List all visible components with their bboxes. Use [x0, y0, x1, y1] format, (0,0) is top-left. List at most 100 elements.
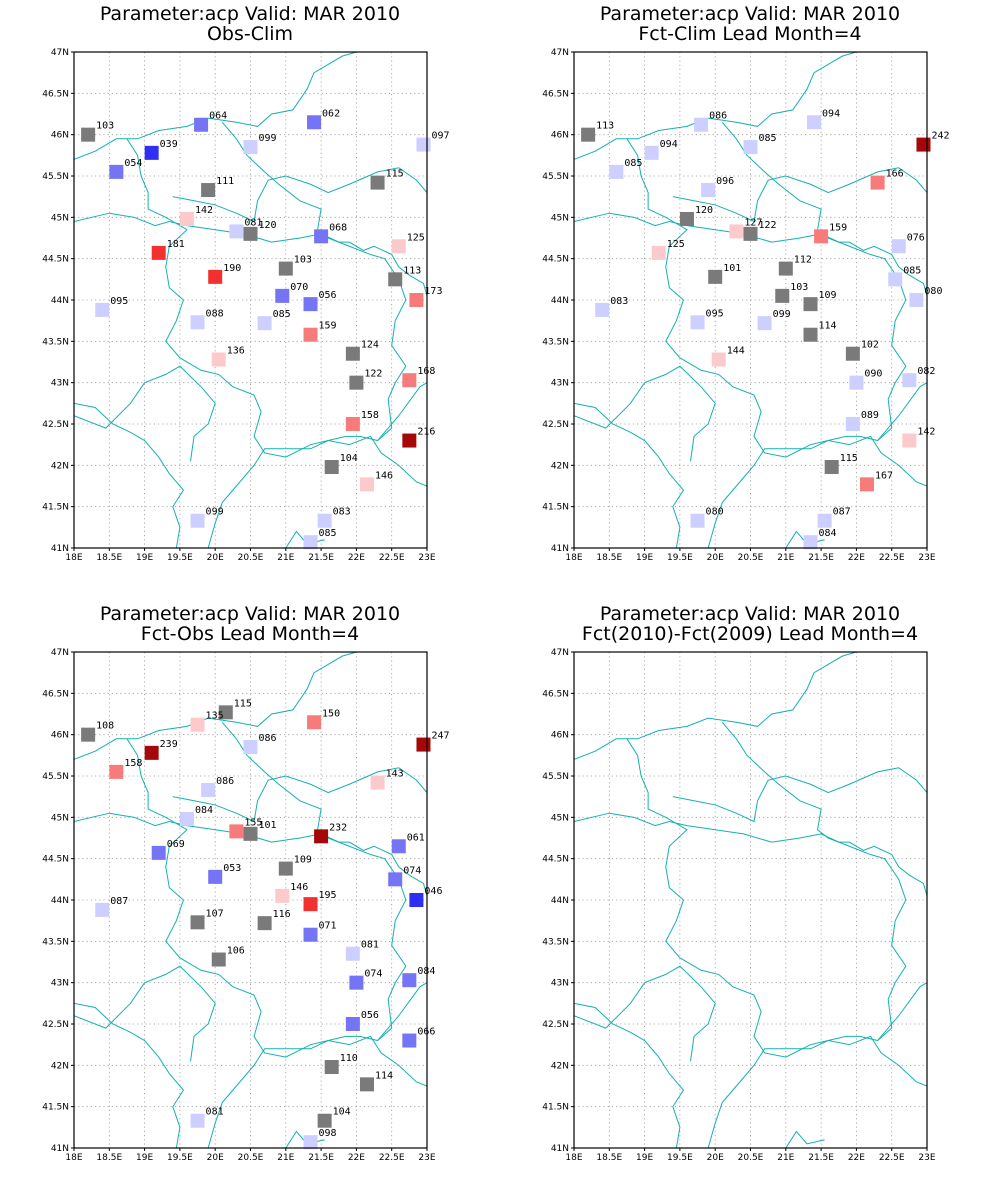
- y-tick-label: 42N: [551, 461, 569, 471]
- coastline: [74, 812, 427, 897]
- station-marker: [359, 1077, 374, 1092]
- station-value-label: 081: [244, 217, 262, 228]
- x-tick-label: 22E: [348, 553, 365, 563]
- panel-subtitle: Fct-Clim Lead Month=4: [638, 23, 862, 45]
- station-value-label: 054: [124, 158, 142, 169]
- station-marker: [388, 872, 403, 887]
- station-marker: [190, 513, 205, 528]
- x-tick-label: 23E: [418, 1153, 435, 1163]
- station-marker: [388, 272, 403, 287]
- station-value-label: 094: [822, 108, 840, 119]
- station-marker: [729, 224, 744, 239]
- station-marker: [201, 783, 216, 798]
- station-value-label: 125: [407, 232, 425, 243]
- panel-title: Parameter:acp Valid: MAR 2010: [99, 603, 401, 625]
- coastline: [574, 212, 927, 297]
- panel-title: Parameter:acp Valid: MAR 2010: [99, 3, 401, 25]
- panel-fct-diff: Parameter:acp Valid: MAR 2010 Fct(2010)-…: [500, 600, 1000, 1190]
- x-tick-label: 20.5E: [738, 553, 764, 563]
- station-value-label: 216: [417, 427, 435, 438]
- station-value-label: 111: [216, 176, 234, 187]
- station-value-label: 082: [917, 366, 935, 377]
- station-value-label: 099: [259, 133, 277, 144]
- coastline: [207, 435, 427, 548]
- station-marker: [243, 226, 258, 241]
- station-marker: [190, 315, 205, 330]
- y-tick-label: 46.5N: [542, 689, 569, 699]
- station-value-label: 144: [727, 346, 745, 357]
- x-tick-label: 21.5E: [808, 1153, 834, 1163]
- station-marker: [229, 824, 244, 839]
- station-marker: [711, 352, 726, 367]
- station-marker: [595, 302, 610, 317]
- coastline: [877, 982, 927, 1041]
- x-tick-label: 18.5E: [96, 1153, 122, 1163]
- station-marker: [314, 229, 329, 244]
- station-value-label: 159: [319, 321, 337, 332]
- station-value-label: 120: [695, 205, 713, 216]
- station-marker: [95, 302, 110, 317]
- station-marker: [243, 826, 258, 841]
- station-value-label: 039: [160, 139, 178, 150]
- station-value-label: 099: [773, 309, 791, 320]
- station-marker: [324, 459, 339, 474]
- y-tick-label: 47N: [551, 48, 569, 58]
- station-value-label: 159: [829, 222, 847, 233]
- y-tick-label: 46N: [551, 731, 569, 741]
- station-marker: [690, 513, 705, 528]
- station-marker: [303, 897, 318, 912]
- station-value-label: 062: [322, 108, 340, 119]
- coastline: [74, 1002, 185, 1148]
- station-value-label: 116: [273, 909, 291, 920]
- coastline: [126, 121, 407, 458]
- y-tick-label: 42N: [51, 1061, 69, 1071]
- y-tick-label: 41N: [51, 544, 69, 554]
- station-value-label: 173: [424, 286, 442, 297]
- coastline-layer: [574, 52, 927, 548]
- station-value-label: 108: [96, 721, 114, 732]
- station-marker: [651, 245, 666, 260]
- station-value-label: 083: [610, 296, 628, 307]
- x-tick-label: 20E: [707, 1153, 724, 1163]
- panel-fct-obs: Parameter:acp Valid: MAR 2010 Fct-Obs Le…: [0, 600, 500, 1190]
- station-value-label: 103: [294, 255, 312, 266]
- coastline: [574, 1002, 685, 1148]
- y-tick-label: 47N: [51, 648, 69, 658]
- station-marker: [307, 115, 322, 130]
- y-tick-label: 45N: [551, 213, 569, 223]
- y-tick-label: 43N: [551, 979, 569, 989]
- station-marker: [278, 861, 293, 876]
- station-marker: [229, 224, 244, 239]
- station-marker: [151, 245, 166, 260]
- station-value-label: 190: [223, 263, 241, 274]
- station-value-label: 239: [160, 739, 178, 750]
- station-value-label: 046: [424, 886, 442, 897]
- station-marker: [317, 513, 332, 528]
- station-marker: [324, 1059, 339, 1074]
- station-marker: [144, 745, 159, 760]
- station-marker: [824, 459, 839, 474]
- station-value-label: 101: [723, 263, 741, 274]
- coastline: [707, 1035, 927, 1148]
- station-marker: [803, 297, 818, 312]
- y-tick-label: 42N: [51, 461, 69, 471]
- station-value-label: 085: [759, 133, 777, 144]
- station-value-label: 125: [667, 239, 685, 250]
- station-value-label: 146: [290, 882, 308, 893]
- coastline: [626, 721, 907, 1058]
- station-marker: [803, 535, 818, 550]
- station-marker: [817, 513, 832, 528]
- station-value-label: 085: [273, 309, 291, 320]
- y-tick-label: 43.5N: [42, 337, 69, 347]
- y-tick-label: 45N: [51, 213, 69, 223]
- station-value-label: 089: [861, 410, 879, 421]
- station-value-label: 085: [903, 265, 921, 276]
- station-marker: [708, 269, 723, 284]
- station-marker: [303, 327, 318, 342]
- x-tick-label: 18E: [65, 1153, 82, 1163]
- station-marker: [679, 211, 694, 226]
- station-marker: [307, 715, 322, 730]
- station-marker: [345, 346, 360, 361]
- y-tick-label: 46N: [51, 131, 69, 141]
